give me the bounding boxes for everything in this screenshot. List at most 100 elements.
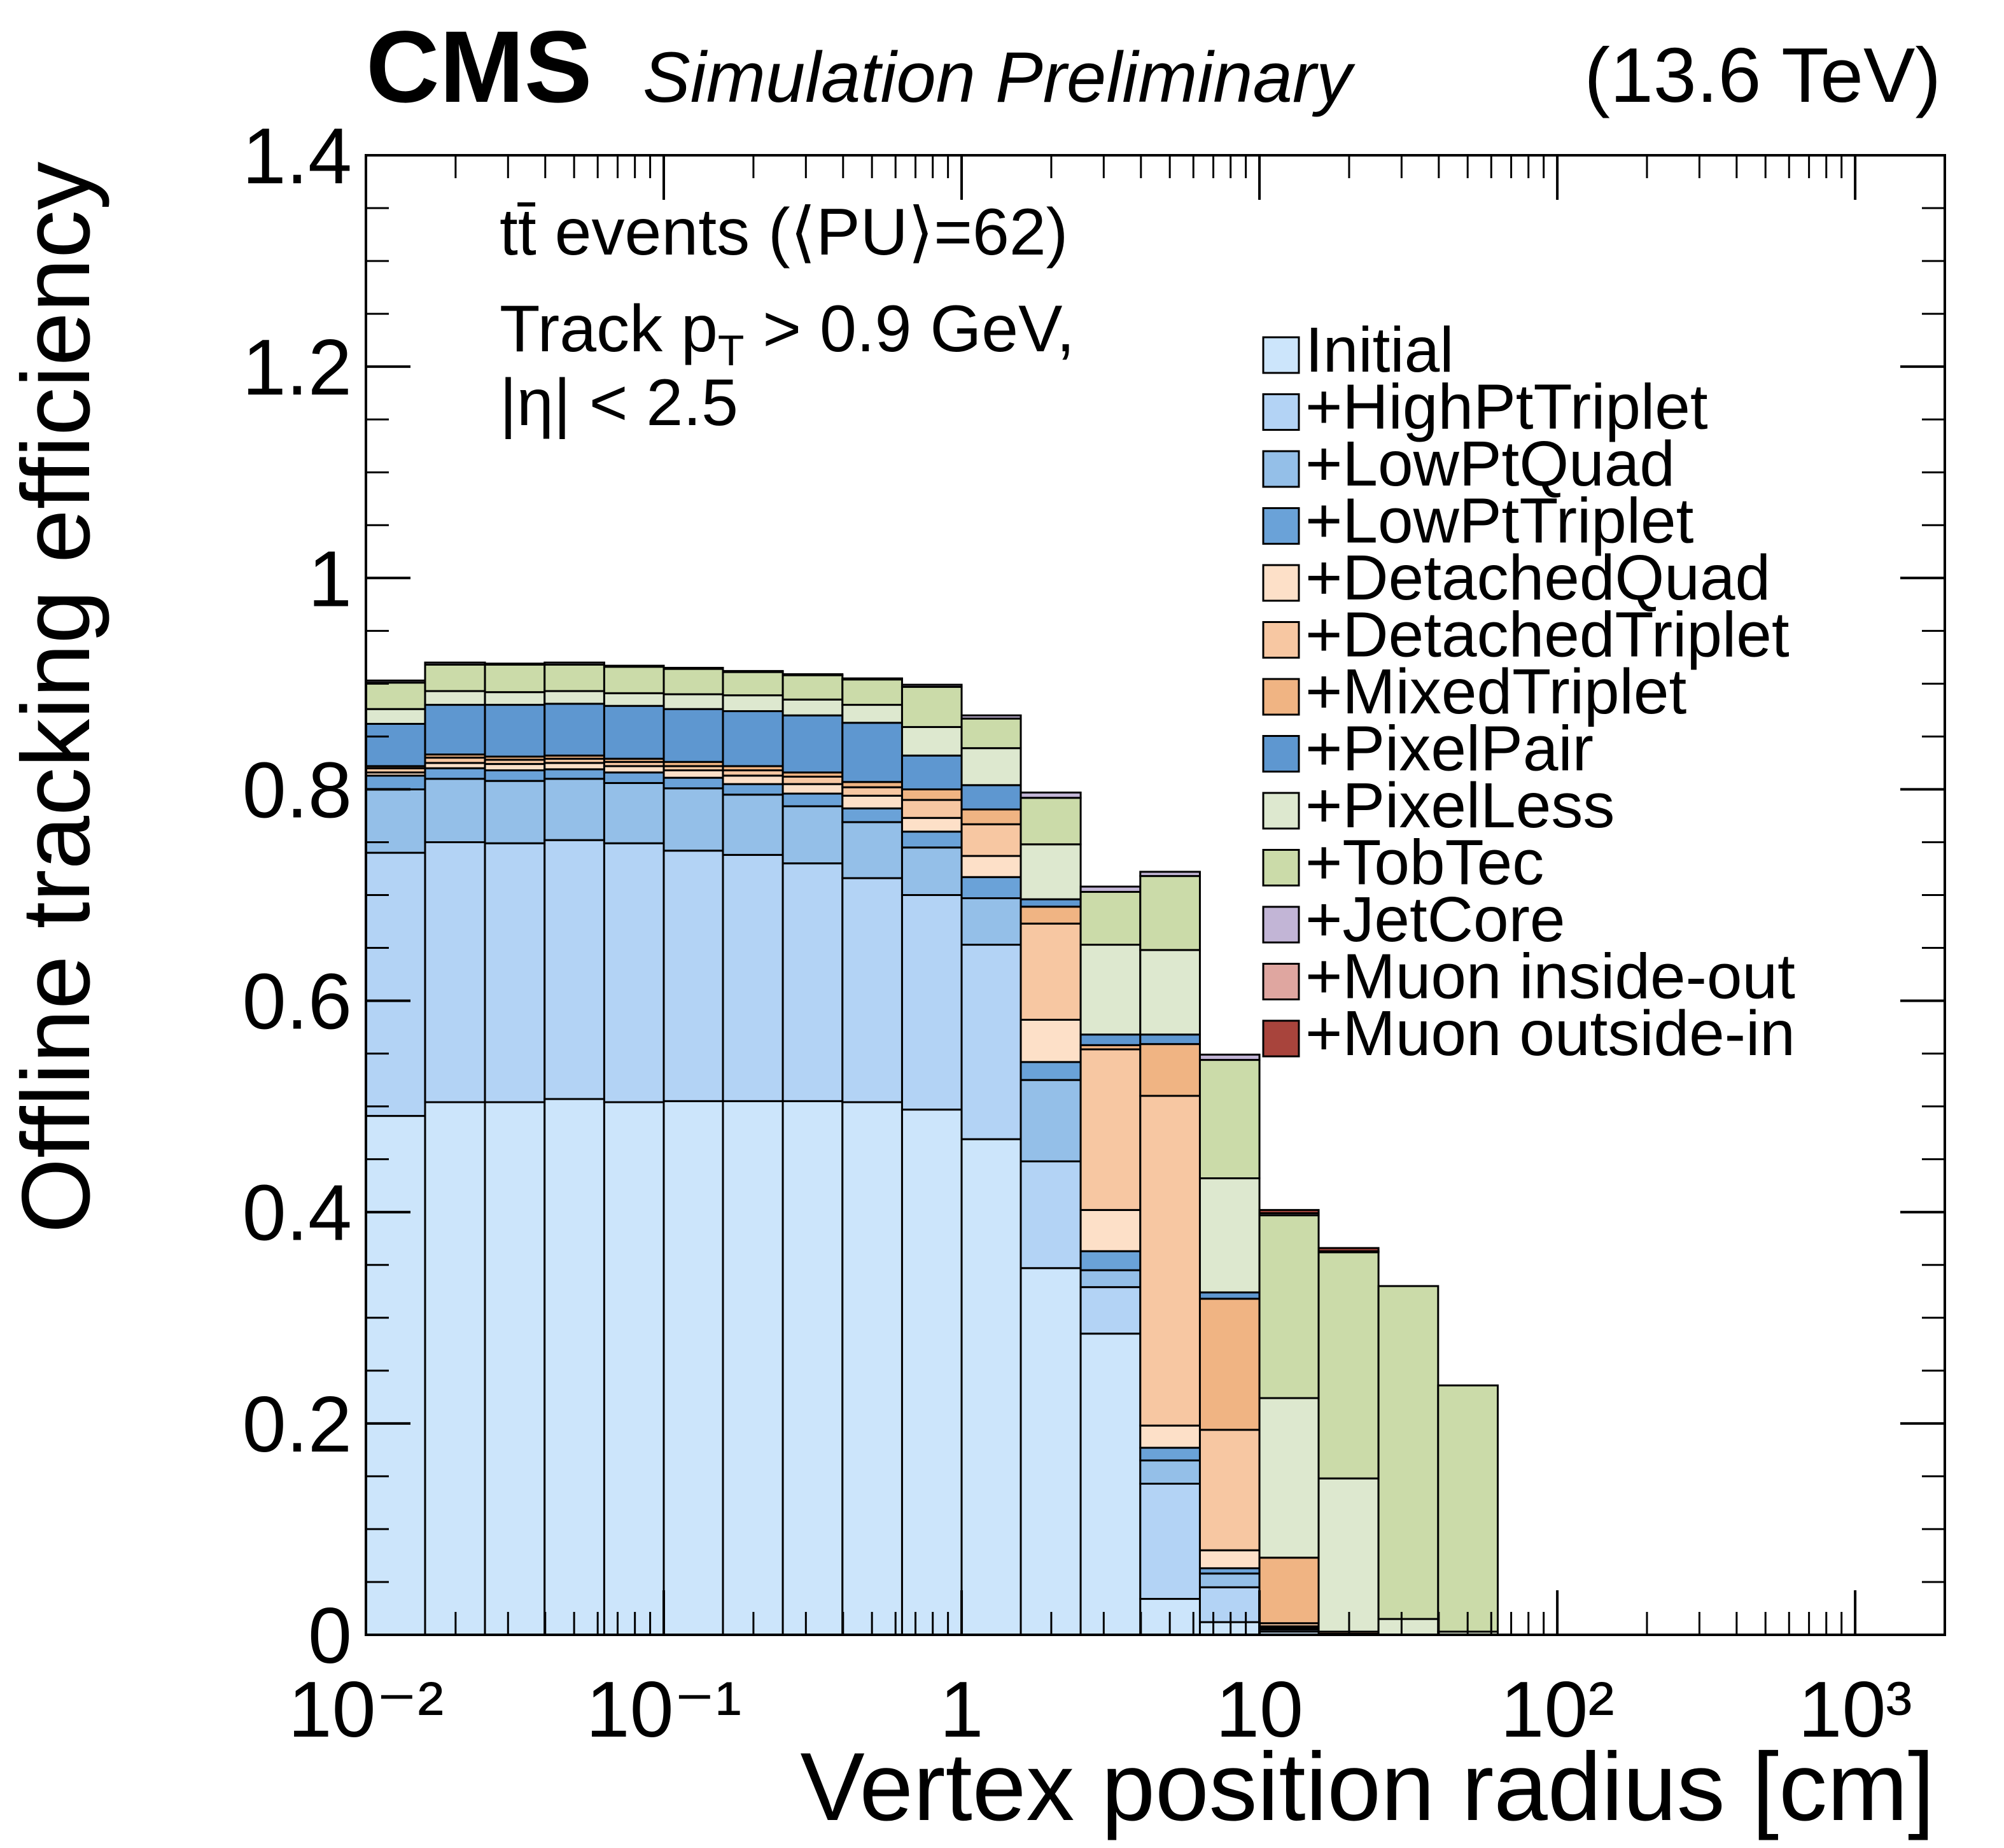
legend-swatch [1262,792,1300,830]
histogram-bar [1079,1250,1142,1271]
legend-label: +TobTec [1305,827,1544,899]
histogram-bar [543,703,605,757]
histogram-bar [1139,1043,1201,1097]
histogram-bar [424,767,486,780]
histogram-bar [841,877,903,1103]
legend-label: +Muon outside-in [1305,998,1795,1069]
histogram-bar [1198,1053,1261,1061]
histogram-bar [960,823,1022,857]
histogram-bar [543,839,605,1100]
histogram-bar [424,1101,486,1636]
legend-swatch [1262,849,1300,886]
legend-label: +JetCore [1305,884,1566,955]
histogram-bar [484,1101,546,1636]
histogram-bar [484,704,546,758]
legend-label: Initial [1305,314,1454,386]
legend-label: +DetachedQuad [1305,542,1770,613]
histogram-bar [900,846,963,896]
histogram-bar [1198,1298,1261,1431]
legend-swatch [1262,621,1300,659]
histogram-bar [484,663,546,694]
histogram-bar [1079,1286,1142,1335]
legend-label: +PixelLess [1305,770,1615,841]
histogram-bar [781,698,844,717]
y-tick-label: 1.4 [242,113,352,200]
histogram-bar [1079,891,1142,946]
legend-swatch [1262,336,1300,374]
y-tick-label: 1.2 [242,324,352,412]
histogram-bar [960,714,1022,720]
histogram-bar [1079,1333,1142,1636]
histogram-bar [1020,906,1082,925]
histogram-bar [960,784,1022,811]
histogram-bar [543,690,605,705]
histogram-bar [1139,1483,1201,1600]
histogram-bar [1377,1618,1440,1636]
legend-label: +LowPtTriplet [1305,486,1694,557]
histogram-bar [543,778,605,841]
histogram-bar [781,862,844,1102]
histogram-bar [781,1100,844,1636]
histogram-bar [424,690,486,706]
annotation-part: T [718,326,745,375]
chart-subtitle: Simulation Preliminary [643,38,1356,117]
histogram-bar [841,678,903,706]
legend-swatch [1262,1019,1300,1058]
histogram-bar [841,794,903,809]
histogram-bar [841,807,903,823]
histogram-bar [365,722,426,767]
histogram-bar [1258,1208,1320,1214]
histogram-bar [960,1138,1022,1636]
histogram-bar [841,677,903,681]
histogram-bar [960,876,1022,899]
histogram-bar [1079,1033,1142,1046]
histogram-bar [603,1101,665,1636]
histogram-bar [365,679,426,684]
x-tick-label: 10⁻¹ [586,1666,742,1754]
annotation: |η| < 2.5 [500,366,738,440]
histogram-bar [1139,871,1201,878]
histogram-bar [543,768,605,780]
legend-label: +HighPtTriplet [1305,372,1708,443]
histogram-bar [960,747,1022,787]
histogram-bar [1317,1247,1380,1252]
annotation-part: > 0.9 GeV, [744,292,1074,366]
histogram-bar [424,841,486,1103]
histogram-bar [1139,1459,1201,1485]
legend-swatch [1262,393,1300,431]
histogram-bar [722,794,784,856]
histogram-bar [1198,1549,1261,1569]
histogram-bar [484,662,546,666]
legend-swatch [1262,507,1300,545]
histogram-bar [841,722,903,783]
histogram-bar [662,787,724,852]
histogram-bar [662,1100,724,1636]
histogram-bar [484,780,546,844]
histogram-bar [781,783,844,795]
histogram-bar [484,842,546,1103]
x-tick-label: 10² [1500,1666,1614,1754]
histogram-bar [960,808,1022,825]
histogram-bar [424,704,486,756]
legend-label: +MixedTriplet [1305,656,1686,727]
y-tick-label: 0 [308,1592,352,1680]
histogram-bar [365,708,426,725]
legend-label: +PixelPair [1305,713,1594,785]
histogram-bar [1139,1033,1201,1046]
histogram-bar [900,830,963,849]
histogram-bar [960,944,1022,1140]
y-tick-label: 0.2 [242,1381,352,1469]
histogram-bar [1139,1446,1201,1462]
histogram-bar [722,694,784,713]
histogram-bar [1020,1267,1082,1636]
chart-title: CMS [366,10,592,123]
histogram-bar [603,704,665,760]
histogram-bar [1079,1048,1142,1211]
histogram-bar [722,783,784,796]
histogram-bar [1258,1214,1320,1399]
histogram-bar [603,842,665,1103]
histogram-bar [662,668,724,696]
histogram-bar [781,776,844,785]
histogram-bar [900,816,963,833]
histogram-bar [960,717,1022,750]
